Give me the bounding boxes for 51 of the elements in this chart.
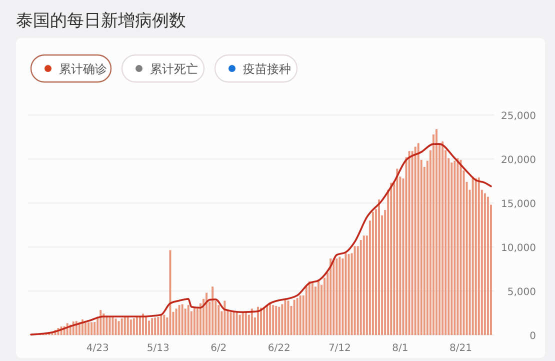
bar <box>372 212 374 335</box>
bar <box>169 250 172 335</box>
bar <box>414 146 416 335</box>
bar <box>136 317 138 335</box>
bar <box>478 177 480 335</box>
x-tick-label: 6/2 <box>210 343 227 354</box>
bar <box>118 321 120 335</box>
bar <box>154 318 156 335</box>
bar <box>132 318 135 335</box>
x-tick-label: 8/21 <box>449 343 472 354</box>
bar <box>293 300 296 335</box>
bar <box>244 311 247 335</box>
x-tick-label: 8/1 <box>392 343 408 354</box>
bar <box>338 256 341 335</box>
toggle-chip: 疫苗接种 <box>214 54 298 83</box>
bar <box>336 258 338 335</box>
x-tick-label: 6/22 <box>268 343 290 354</box>
x-tick-label: 7/12 <box>328 343 351 354</box>
bar <box>417 143 420 335</box>
y-tick-label: 25,000 <box>501 111 536 122</box>
x-tick-label: 4/23 <box>86 343 109 354</box>
bar <box>106 316 108 335</box>
bar <box>263 308 266 335</box>
bar <box>90 322 93 335</box>
bar <box>120 318 123 335</box>
y-tick-label: 15,000 <box>501 199 536 210</box>
bar <box>242 312 244 335</box>
y-tick-label: 5,000 <box>507 287 536 298</box>
bar <box>181 304 184 335</box>
bar <box>212 286 214 335</box>
bar <box>275 306 278 335</box>
y-tick-label: 20,000 <box>501 155 536 166</box>
toggle-chip: 累计死亡 <box>121 54 205 83</box>
bar <box>474 178 477 335</box>
bar <box>278 306 280 335</box>
chart-title: 泰国的每日新增病例数 <box>16 11 186 31</box>
bar <box>460 160 462 335</box>
bar <box>199 303 202 335</box>
bar <box>308 281 310 335</box>
line-series <box>30 143 492 336</box>
bar <box>138 316 141 335</box>
bar <box>151 318 154 335</box>
bar <box>102 314 105 335</box>
bar <box>354 246 356 335</box>
bar <box>260 308 262 335</box>
x-tick-label: 5/13 <box>146 343 170 354</box>
y-tick-label: 10,000 <box>501 243 536 254</box>
toggle-chip: 累计确诊 <box>30 54 112 83</box>
y-tick-label: 0 <box>530 331 536 342</box>
bar <box>230 312 232 335</box>
bar <box>88 322 90 335</box>
